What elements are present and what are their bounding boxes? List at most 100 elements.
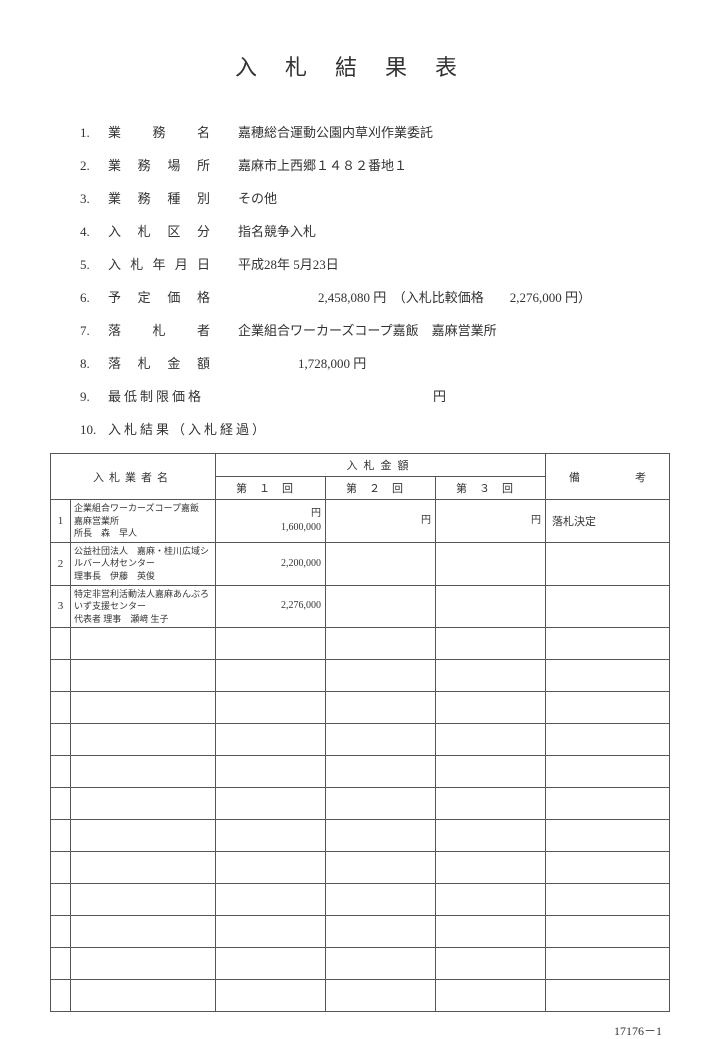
th-round3: 第３回 [436,477,546,500]
info-number: 3. [80,191,108,207]
remarks [546,585,670,628]
remarks [546,542,670,585]
empty-cell [216,788,326,820]
empty-cell [71,916,216,948]
table-row [51,820,670,852]
empty-cell [436,724,546,756]
empty-cell [71,980,216,1012]
info-number: 7. [80,323,108,339]
bid-round-2 [326,585,436,628]
empty-cell [51,980,71,1012]
empty-cell [436,820,546,852]
empty-cell [326,660,436,692]
bid-round-1: 2,200,000 [216,542,326,585]
info-label: 落札者 [108,320,238,339]
info-label: 入札区分 [108,221,238,240]
th-remarks: 備考 [546,454,670,500]
empty-cell [436,916,546,948]
bid-table: 入札業者名 入札金額 備考 第１回 第２回 第３回 1企業組合ワーカーズコープ嘉… [50,453,670,1012]
empty-cell [436,660,546,692]
empty-cell [71,724,216,756]
empty-cell [216,628,326,660]
info-label: 入札年月日 [108,254,238,273]
table-row: 2公益社団法人 嘉麻・桂川広域シルバー人材センター理事長 伊藤 英俊2,200,… [51,542,670,585]
info-number: 1. [80,125,108,141]
empty-cell [71,948,216,980]
empty-cell [546,788,670,820]
table-row [51,788,670,820]
empty-cell [436,852,546,884]
th-bidder-name: 入札業者名 [51,454,216,500]
empty-cell [326,788,436,820]
footer-page-number: 17176－1 [50,1022,670,1039]
info-value: 嘉麻市上西郷１４８２番地１ [238,155,670,174]
info-label: 業務種別 [108,188,238,207]
info-value: 平成28年 5月23日 [238,254,670,273]
info-row: 8.落札金額1,728,000 円 [80,353,670,372]
info-number: 10. [80,422,108,438]
empty-cell [436,628,546,660]
info-row: 1.業務名嘉穂総合運動公園内草刈作業委託 [80,122,670,141]
empty-cell [71,692,216,724]
empty-cell [436,948,546,980]
table-row [51,884,670,916]
empty-cell [216,820,326,852]
bid-round-3: 円 [436,500,546,543]
empty-cell [546,820,670,852]
empty-cell [436,884,546,916]
empty-cell [326,852,436,884]
empty-cell [546,980,670,1012]
empty-cell [546,916,670,948]
th-round1: 第１回 [216,477,326,500]
table-row [51,980,670,1012]
empty-cell [216,852,326,884]
table-row [51,628,670,660]
table-row [51,756,670,788]
empty-cell [216,724,326,756]
empty-cell [546,948,670,980]
th-bid-amount: 入札金額 [216,454,546,477]
info-label: 業務名 [108,122,238,141]
info-number: 4. [80,224,108,240]
row-number: 3 [51,585,71,628]
empty-cell [326,948,436,980]
empty-cell [71,820,216,852]
bid-round-1: 2,276,000 [216,585,326,628]
table-row [51,852,670,884]
empty-cell [51,756,71,788]
bid-round-2: 円 [326,500,436,543]
empty-cell [216,692,326,724]
empty-cell [436,756,546,788]
bid-round-3 [436,585,546,628]
empty-cell [71,852,216,884]
empty-cell [71,628,216,660]
empty-cell [51,948,71,980]
bid-table-container: 入札業者名 入札金額 備考 第１回 第２回 第３回 1企業組合ワーカーズコープ嘉… [50,453,670,1012]
info-number: 8. [80,356,108,372]
info-number: 5. [80,257,108,273]
empty-cell [216,980,326,1012]
info-value: 1,728,000 円 [238,353,670,372]
empty-cell [546,628,670,660]
empty-cell [436,692,546,724]
info-number: 6. [80,290,108,306]
info-row: 4.入札区分指名競争入札 [80,221,670,240]
bidder-name: 企業組合ワーカーズコープ嘉飯 嘉麻営業所所長 森 早人 [71,500,216,543]
empty-cell [51,884,71,916]
table-row [51,660,670,692]
empty-cell [51,692,71,724]
info-section: 1.業務名嘉穂総合運動公園内草刈作業委託2.業務場所嘉麻市上西郷１４８２番地１3… [50,122,670,438]
empty-cell [71,756,216,788]
th-round2: 第２回 [326,477,436,500]
empty-cell [216,916,326,948]
page-title: 入札結果表 [50,50,670,82]
table-row [51,916,670,948]
empty-cell [216,884,326,916]
empty-cell [436,788,546,820]
bid-round-3 [436,542,546,585]
info-row: 9.最低制限価格円 [80,386,670,405]
info-label: 落札金額 [108,353,238,372]
empty-cell [326,980,436,1012]
table-row [51,724,670,756]
empty-cell [51,852,71,884]
